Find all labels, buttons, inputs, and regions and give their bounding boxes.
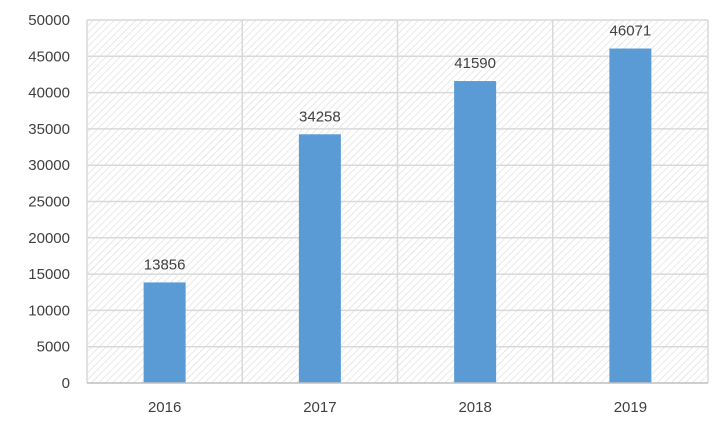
x-tick-label: 2017 [303, 399, 336, 416]
x-tick-label: 2016 [148, 399, 181, 416]
y-tick-label: 15000 [28, 266, 70, 283]
y-tick-label: 25000 [28, 194, 70, 211]
y-tick-label: 5000 [37, 339, 70, 356]
bar-2019 [609, 48, 652, 384]
data-label-2018: 41590 [454, 55, 496, 72]
y-tick-label: 0 [62, 375, 70, 392]
data-label-2019: 46071 [610, 23, 652, 40]
bar-2018 [454, 81, 497, 383]
x-tick-label: 2018 [458, 399, 491, 416]
y-tick-label: 20000 [28, 230, 70, 247]
bar-2017 [298, 134, 341, 383]
y-tick-label: 45000 [28, 48, 70, 65]
y-tick-label: 10000 [28, 302, 70, 319]
y-tick-label: 50000 [28, 12, 70, 29]
y-tick-label: 30000 [28, 157, 70, 174]
y-tick-label: 35000 [28, 121, 70, 138]
x-tick-label: 2019 [614, 399, 647, 416]
data-label-2017: 34258 [299, 108, 341, 125]
data-label-2016: 13856 [144, 256, 186, 273]
y-tick-label: 40000 [28, 85, 70, 102]
bar-2016 [143, 282, 186, 383]
